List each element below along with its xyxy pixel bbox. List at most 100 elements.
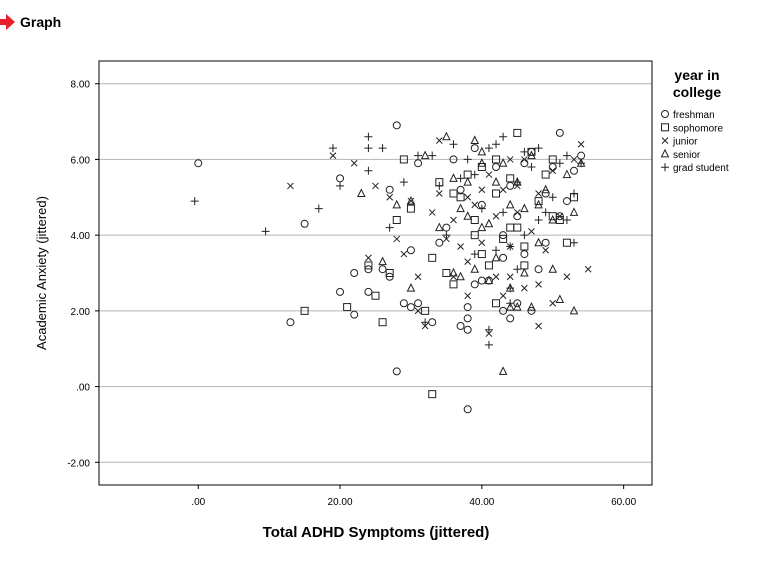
data-point bbox=[470, 170, 479, 179]
data-point bbox=[463, 177, 472, 186]
data-point bbox=[535, 322, 542, 330]
data-point bbox=[464, 292, 472, 300]
data-point bbox=[513, 128, 522, 137]
data-point bbox=[450, 216, 457, 224]
data-point bbox=[386, 193, 394, 201]
data-point bbox=[491, 177, 501, 186]
data-point bbox=[414, 299, 423, 308]
data-point bbox=[563, 273, 571, 281]
data-point bbox=[190, 197, 199, 206]
data-point bbox=[506, 181, 515, 190]
data-point bbox=[535, 281, 542, 288]
data-point bbox=[336, 174, 345, 183]
data-point bbox=[463, 155, 472, 164]
y-tick-label: 4.00 bbox=[71, 231, 91, 242]
data-point bbox=[385, 185, 394, 194]
data-point bbox=[555, 128, 564, 137]
data-point bbox=[449, 155, 458, 164]
data-point bbox=[484, 218, 494, 228]
data-point bbox=[385, 223, 394, 232]
legend-marker bbox=[661, 123, 669, 132]
data-point bbox=[484, 261, 493, 270]
data-point bbox=[562, 197, 571, 206]
data-point bbox=[520, 147, 529, 156]
data-point bbox=[534, 265, 543, 274]
data-point bbox=[499, 292, 507, 300]
data-point bbox=[470, 250, 479, 259]
data-point bbox=[492, 140, 501, 149]
data-point bbox=[364, 166, 373, 175]
y-tick-label: 6.00 bbox=[71, 155, 91, 166]
data-point bbox=[350, 269, 359, 277]
data-point bbox=[406, 283, 416, 292]
data-point bbox=[435, 190, 443, 197]
graph-title[interactable]: Graph bbox=[20, 14, 62, 30]
data-point bbox=[407, 197, 415, 205]
data-point bbox=[521, 284, 528, 292]
data-point bbox=[428, 151, 437, 160]
x-tick-label: .00 bbox=[191, 497, 205, 508]
data-point bbox=[521, 156, 528, 163]
data-point bbox=[464, 193, 472, 201]
data-point bbox=[548, 163, 557, 171]
data-point bbox=[484, 340, 493, 349]
data-point bbox=[492, 273, 500, 281]
data-point bbox=[562, 151, 571, 160]
data-point bbox=[535, 190, 542, 197]
data-point bbox=[499, 234, 508, 243]
data-point bbox=[548, 193, 557, 202]
data-point bbox=[414, 151, 423, 160]
data-point bbox=[506, 156, 514, 163]
y-tick-label: 2.00 bbox=[71, 307, 91, 318]
data-point bbox=[499, 306, 508, 315]
data-point bbox=[527, 163, 536, 171]
data-point bbox=[392, 367, 401, 376]
data-point bbox=[499, 208, 508, 217]
data-point bbox=[477, 250, 486, 259]
data-point bbox=[492, 189, 501, 198]
data-point bbox=[513, 178, 522, 187]
data-point bbox=[364, 261, 373, 270]
legend-marker bbox=[661, 137, 669, 144]
data-point bbox=[449, 189, 458, 198]
data-point bbox=[378, 265, 387, 274]
data-point bbox=[512, 301, 522, 311]
data-point bbox=[350, 159, 358, 167]
data-point bbox=[414, 307, 422, 315]
data-point bbox=[399, 299, 408, 308]
data-point bbox=[528, 228, 535, 235]
data-point bbox=[541, 189, 550, 198]
data-point bbox=[336, 287, 345, 296]
data-point bbox=[513, 223, 522, 232]
data-point bbox=[513, 212, 522, 221]
data-point bbox=[372, 182, 379, 190]
arrow-right-icon[interactable] bbox=[0, 11, 16, 33]
data-point bbox=[506, 223, 515, 232]
data-point bbox=[456, 185, 465, 194]
data-point bbox=[541, 184, 550, 194]
data-point bbox=[562, 238, 571, 247]
data-point bbox=[414, 159, 423, 168]
data-point bbox=[527, 150, 536, 160]
data-point bbox=[505, 199, 515, 209]
data-point bbox=[463, 325, 472, 334]
y-tick-label: 8.00 bbox=[71, 80, 91, 91]
data-point bbox=[520, 231, 529, 240]
data-point bbox=[442, 131, 451, 141]
data-point bbox=[406, 204, 415, 213]
data-point bbox=[406, 303, 415, 312]
legend-marker bbox=[660, 148, 670, 158]
legend-marker bbox=[661, 110, 669, 118]
data-point bbox=[456, 271, 465, 281]
data-point bbox=[506, 284, 515, 293]
data-point bbox=[456, 203, 465, 213]
x-tick-label: 40.00 bbox=[469, 497, 494, 508]
data-point bbox=[456, 322, 465, 330]
x-tick-label: 60.00 bbox=[611, 497, 636, 508]
data-point bbox=[570, 156, 578, 163]
data-point bbox=[548, 155, 557, 164]
data-point bbox=[506, 242, 515, 251]
data-point bbox=[365, 254, 372, 262]
data-point bbox=[477, 276, 486, 285]
data-point bbox=[378, 318, 387, 327]
